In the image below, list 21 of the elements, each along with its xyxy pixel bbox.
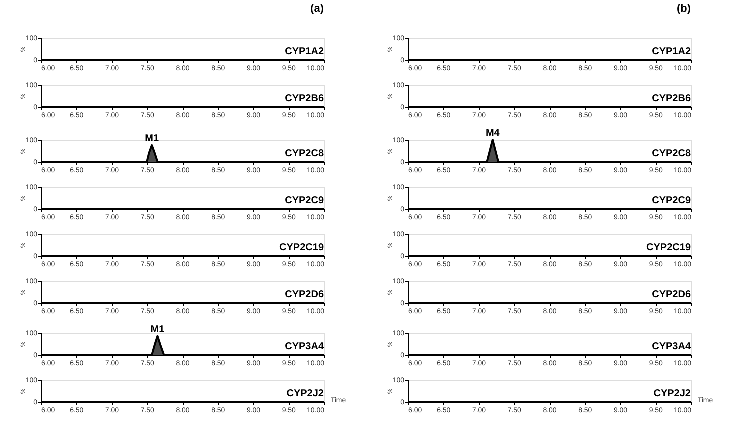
text: CYP2C19 (646, 242, 692, 254)
text: CYP2B6 (652, 94, 692, 105)
text: CYP2C9 (285, 196, 324, 207)
annotation: M1 (145, 134, 160, 144)
text: CYP1A2 (652, 46, 692, 58)
text: CYP2B6 (285, 94, 324, 105)
text: CYP3A4 (285, 342, 324, 353)
text: (a) (310, 3, 324, 15)
text: CYP3A4 (652, 342, 692, 353)
text: CYP2C8 (285, 148, 324, 160)
text: CYP2J2 (654, 388, 692, 400)
annotation: M1 (150, 324, 166, 336)
text: CYP2D6 (285, 290, 324, 301)
text: CYP2C19 (280, 242, 324, 254)
annotation: M4 (486, 128, 500, 139)
text: CYP1A2 (285, 46, 324, 58)
text: CYP2D6 (652, 290, 692, 301)
text: CYP2C8 (652, 148, 692, 160)
text: CYP2J2 (286, 388, 324, 400)
text: CYP2C9 (652, 196, 692, 207)
text: (b) (676, 3, 692, 15)
